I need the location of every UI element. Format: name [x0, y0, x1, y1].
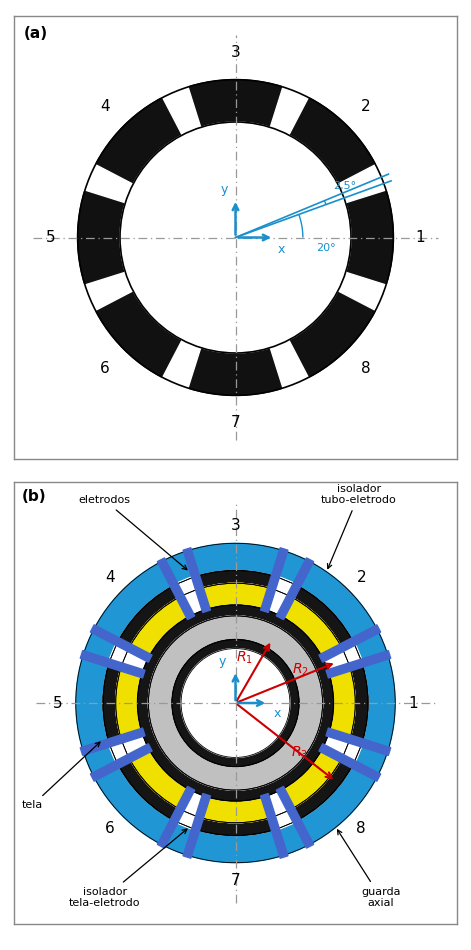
Bar [157, 787, 195, 848]
Wedge shape [84, 164, 134, 203]
Bar [326, 728, 391, 755]
Circle shape [78, 80, 393, 395]
Bar [80, 651, 145, 678]
Wedge shape [270, 86, 309, 136]
Text: (b): (b) [21, 489, 46, 504]
Text: eletrodos: eletrodos [79, 495, 187, 570]
Circle shape [181, 649, 290, 757]
Wedge shape [174, 808, 200, 830]
Text: 2: 2 [357, 570, 366, 585]
Bar [90, 625, 152, 662]
Circle shape [116, 583, 355, 823]
Bar [183, 793, 211, 858]
Bar [260, 793, 288, 858]
Text: (a): (a) [24, 26, 48, 41]
Bar [80, 728, 145, 755]
Text: 3: 3 [231, 518, 240, 533]
Bar [183, 548, 211, 613]
Circle shape [138, 605, 333, 801]
Text: x: x [274, 708, 281, 720]
Wedge shape [108, 641, 130, 667]
Circle shape [148, 616, 323, 790]
Text: 3: 3 [231, 46, 240, 60]
Wedge shape [322, 647, 350, 674]
Wedge shape [265, 588, 291, 617]
Bar [157, 558, 195, 619]
Wedge shape [84, 272, 134, 311]
Wedge shape [121, 647, 149, 674]
Bar [319, 625, 381, 662]
Wedge shape [180, 588, 206, 617]
Wedge shape [121, 732, 149, 759]
Text: 4: 4 [100, 100, 110, 114]
Bar [319, 744, 381, 781]
Bar [260, 548, 288, 613]
Text: $R_1$: $R_1$ [236, 649, 253, 666]
Wedge shape [265, 789, 291, 818]
Text: 20°: 20° [317, 243, 336, 253]
Wedge shape [271, 808, 297, 830]
Circle shape [76, 543, 395, 863]
Text: 1: 1 [415, 230, 425, 245]
Text: $R_2$: $R_2$ [292, 661, 309, 677]
Wedge shape [108, 739, 130, 765]
Text: 8: 8 [361, 361, 371, 375]
Wedge shape [341, 739, 363, 765]
Text: 6: 6 [100, 361, 110, 375]
Bar [90, 744, 152, 781]
Text: 5: 5 [53, 695, 63, 711]
Text: y: y [220, 183, 227, 196]
Wedge shape [337, 272, 387, 311]
Bar [276, 787, 314, 848]
Circle shape [120, 122, 351, 353]
Wedge shape [270, 339, 309, 389]
Circle shape [148, 616, 323, 790]
Text: isolador
tela-eletrodo: isolador tela-eletrodo [69, 829, 187, 908]
Text: guarda
axial: guarda axial [338, 830, 400, 908]
Wedge shape [162, 339, 201, 389]
Text: 2,5°: 2,5° [333, 181, 356, 191]
Text: 6: 6 [105, 821, 114, 836]
Text: $R_3$: $R_3$ [291, 745, 308, 761]
Wedge shape [174, 576, 200, 598]
Text: 8: 8 [357, 821, 366, 836]
Text: tela: tela [22, 742, 100, 810]
Text: x: x [278, 242, 285, 256]
Bar [276, 558, 314, 619]
Text: 7: 7 [231, 415, 240, 429]
Text: 2: 2 [361, 100, 371, 114]
Wedge shape [337, 164, 387, 203]
Text: isolador
tubo-eletrodo: isolador tubo-eletrodo [321, 484, 397, 568]
Bar [326, 651, 391, 678]
Circle shape [138, 605, 333, 801]
Text: 7: 7 [231, 873, 240, 888]
Wedge shape [322, 732, 350, 759]
Text: 4: 4 [105, 570, 114, 585]
Wedge shape [271, 576, 297, 598]
Circle shape [103, 571, 368, 835]
Text: y: y [219, 655, 227, 668]
Text: 5: 5 [46, 230, 56, 245]
Wedge shape [341, 641, 363, 667]
Circle shape [172, 639, 299, 767]
Wedge shape [180, 789, 206, 818]
Circle shape [103, 571, 368, 835]
Wedge shape [162, 86, 201, 136]
Circle shape [116, 583, 355, 823]
Text: 1: 1 [408, 695, 418, 711]
Circle shape [172, 639, 299, 767]
